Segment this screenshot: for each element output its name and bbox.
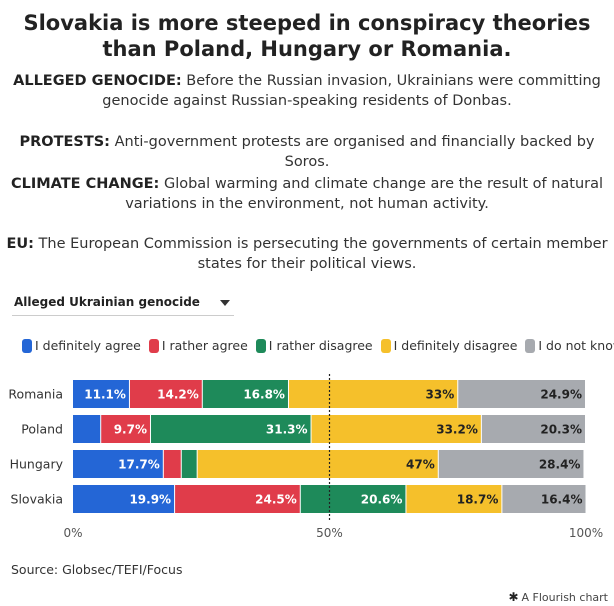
legend-item[interactable]: I definitely agree bbox=[22, 338, 141, 353]
legend: I definitely agree I rather agree I rather… bbox=[22, 338, 614, 353]
note-label: ALLEGED GENOCIDE: bbox=[13, 73, 182, 89]
note-alleged-genocide: ALLEGED GENOCIDE: Before the Russian inv… bbox=[6, 71, 608, 111]
note-protests: PROTESTS: Anti-government protests are o… bbox=[6, 132, 608, 172]
data-label: 28.4% bbox=[539, 458, 581, 472]
bar-segment bbox=[175, 485, 300, 513]
bar-segment bbox=[481, 415, 585, 443]
bar-segment bbox=[181, 450, 197, 478]
legend-label: I rather agree bbox=[161, 338, 248, 353]
legend-swatch bbox=[148, 338, 159, 353]
bar-segment bbox=[73, 450, 163, 478]
bar-segment bbox=[163, 450, 181, 478]
category-label: Slovakia bbox=[11, 492, 63, 507]
chart-title: Slovakia is more steeped in conspiracy t… bbox=[23, 11, 591, 61]
data-label: 9.7% bbox=[114, 423, 147, 437]
note-text: Global warming and climate change are th… bbox=[125, 176, 604, 212]
category-label: Romania bbox=[8, 387, 63, 402]
bar-segment bbox=[502, 485, 586, 513]
source-note: Source: Globsec/TEFI/Focus bbox=[11, 562, 183, 577]
bar-segment bbox=[311, 415, 481, 443]
bar-segment bbox=[73, 380, 129, 408]
legend-swatch bbox=[525, 338, 536, 353]
data-label: 16.8% bbox=[243, 388, 285, 402]
x-tick-label: 0% bbox=[63, 526, 82, 540]
data-label: 18.7% bbox=[457, 493, 499, 507]
data-label: 14.2% bbox=[157, 388, 199, 402]
note-eu: EU: The European Commission is persecuti… bbox=[6, 234, 608, 274]
category-label: Hungary bbox=[10, 457, 64, 472]
note-label: CLIMATE CHANGE: bbox=[10, 176, 160, 192]
bar-segment bbox=[300, 485, 406, 513]
bar-segment bbox=[438, 450, 584, 478]
data-label: 47% bbox=[406, 458, 435, 472]
bar-segment bbox=[73, 415, 101, 443]
bar-segment bbox=[73, 485, 175, 513]
stacked-bar-chart: Romania 11.1% 14.2% 16.8% 33% 24.9% Poland 9.7%… bbox=[8, 374, 603, 540]
legend-label: I do not know bbox=[538, 338, 614, 353]
data-label: 24.9% bbox=[540, 388, 582, 402]
chevron-down-icon[interactable] bbox=[220, 300, 230, 306]
flourish-logo-icon: ✱ bbox=[508, 590, 519, 604]
question-select-value: Alleged Ukrainian genocide bbox=[14, 295, 200, 309]
data-label: 24.5% bbox=[255, 493, 297, 507]
bar-segment bbox=[101, 415, 150, 443]
legend-item[interactable]: I definitely disagree bbox=[380, 338, 518, 353]
data-label: 16.4% bbox=[541, 493, 583, 507]
bar-segment bbox=[202, 380, 288, 408]
legend-swatch bbox=[255, 338, 266, 353]
data-label: 20.6% bbox=[361, 493, 403, 507]
data-label: 19.9% bbox=[129, 493, 171, 507]
x-tick-label: 100% bbox=[569, 526, 603, 540]
bar-segment bbox=[406, 485, 502, 513]
data-label: 11.1% bbox=[84, 388, 126, 402]
data-label: 20.3% bbox=[540, 423, 582, 437]
note-label: PROTESTS: bbox=[19, 134, 110, 150]
data-label: 31.3% bbox=[266, 423, 308, 437]
note-label: EU: bbox=[6, 236, 34, 252]
note-text: Anti-government protests are organised a… bbox=[114, 134, 595, 170]
question-select[interactable]: Alleged Ukrainian genocide bbox=[12, 293, 234, 316]
data-label: 33% bbox=[426, 388, 455, 402]
note-text: Before the Russian invasion, Ukrainians … bbox=[102, 73, 601, 109]
legend-item[interactable]: I rather agree bbox=[148, 338, 248, 353]
legend-label: I definitely agree bbox=[35, 338, 141, 353]
legend-label: I rather disagree bbox=[268, 338, 373, 353]
legend-item[interactable]: I do not know bbox=[525, 338, 614, 353]
category-label: Poland bbox=[21, 422, 63, 437]
bar-segment bbox=[129, 380, 202, 408]
note-climate-change: CLIMATE CHANGE: Global warming and clima… bbox=[6, 174, 608, 214]
bar-segment bbox=[197, 450, 438, 478]
x-tick-label: 50% bbox=[316, 526, 343, 540]
credit-text: A Flourish chart bbox=[521, 590, 608, 604]
bar-segment bbox=[150, 415, 311, 443]
flourish-credit[interactable]: ✱ A Flourish chart bbox=[508, 590, 608, 604]
bar-segment bbox=[288, 380, 458, 408]
data-label: 17.7% bbox=[118, 458, 160, 472]
legend-item[interactable]: I rather disagree bbox=[255, 338, 373, 353]
note-text: The European Commission is persecuting t… bbox=[38, 236, 608, 272]
bar-segment bbox=[458, 380, 585, 408]
legend-swatch bbox=[22, 338, 32, 353]
legend-label: I definitely disagree bbox=[393, 338, 518, 353]
legend-swatch bbox=[380, 338, 391, 353]
data-label: 33.2% bbox=[436, 423, 478, 437]
